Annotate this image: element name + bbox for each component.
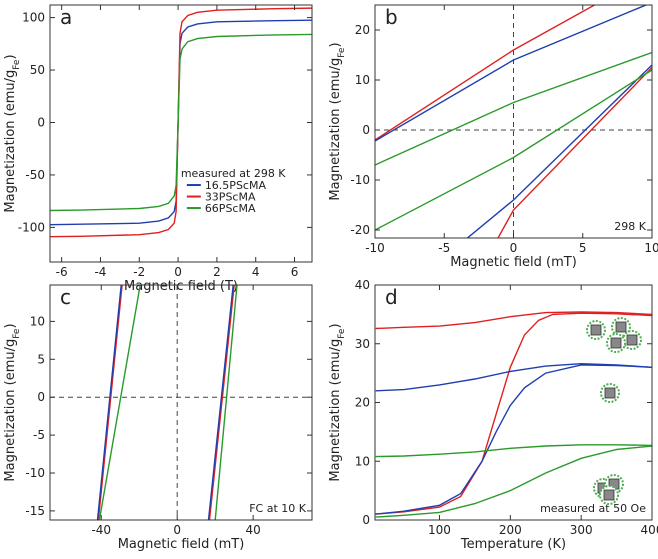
y-tick-label: 30 (355, 337, 370, 351)
data-line (375, 362, 652, 392)
y-tick-label: 40 (355, 278, 370, 292)
annotation: measured at 50 Oe (540, 502, 646, 515)
y-tick-label: 10 (355, 73, 370, 87)
x-tick-label: 0 (174, 265, 182, 279)
x-tick-label: 2 (213, 265, 221, 279)
x-axis-label: Temperature (K) (460, 537, 566, 552)
y-tick-label: 20 (355, 23, 370, 37)
data-line (375, 312, 652, 515)
data-line (208, 285, 235, 520)
x-axis-label: Magnetic field (mT) (450, 255, 577, 270)
x-axis-label: Magnetic field (T) (124, 279, 238, 294)
data-line (97, 285, 123, 520)
y-axis-label: Magnetization (emu/gFe) (3, 323, 22, 481)
y-tick-label: 10 (30, 314, 45, 328)
x-tick-label: 40 (246, 523, 261, 537)
data-line (375, 69, 652, 231)
data-line (50, 33, 312, 212)
plot-frame (49, 4, 313, 263)
y-axis-label-part: ) (3, 54, 18, 59)
y-axis-label: Magnetization (emu/gFe) (328, 323, 347, 481)
annotation: FC at 10 K (249, 502, 307, 515)
y-tick-label: 50 (30, 63, 45, 77)
data-line (497, 67, 652, 238)
panel-letter: d (385, 285, 398, 309)
annotation: measured at 298 K (181, 167, 286, 180)
y-axis-label-part: ) (3, 323, 18, 328)
x-axis-label: Magnetic field (mT) (118, 537, 245, 552)
x-tick-label: -6 (56, 265, 68, 279)
panel-letter: b (385, 5, 398, 29)
x-tick-label: -40 (91, 523, 111, 537)
x-tick-label: 10 (644, 241, 658, 255)
x-tick-label: 0 (510, 241, 518, 255)
plot-frame (49, 284, 313, 521)
data-line (375, 364, 652, 515)
y-axis-label: Magnetization (emu/gFe) (3, 54, 22, 212)
y-tick-label: -5 (33, 428, 45, 442)
y-axis-label-part: Fe (12, 59, 22, 70)
y-tick-label: 20 (355, 396, 370, 410)
y-axis-label-part: Fe (12, 328, 22, 339)
legend-label: 33PScMA (205, 191, 256, 204)
panel-letter: a (60, 5, 72, 29)
y-tick-label: 0 (37, 115, 45, 129)
y-axis-label: Magnetization (emu/gFe) (328, 42, 347, 200)
data-line (96, 285, 122, 520)
data-line (466, 64, 652, 238)
y-axis-label-part: Magnetization (emu/g (328, 339, 343, 482)
data-line (375, 51, 652, 166)
y-axis-label-part: ) (328, 323, 343, 328)
x-tick-label: 100 (428, 523, 451, 537)
data-line (375, 311, 652, 330)
y-axis-label-part: Magnetization (emu/g (3, 70, 18, 213)
data-line (375, 444, 652, 458)
y-tick-label: 5 (37, 352, 45, 366)
x-tick-label: -2 (133, 265, 145, 279)
data-line (214, 285, 238, 520)
y-axis-label-part: Fe (337, 328, 347, 339)
x-tick-label: 6 (291, 265, 299, 279)
x-tick-label: -5 (438, 241, 450, 255)
legend-label: 16.5PScMA (205, 179, 267, 192)
data-line (207, 285, 234, 520)
x-tick-label: -10 (365, 241, 385, 255)
particle-icons (586, 317, 642, 505)
legend-label: 66PScMA (205, 202, 256, 215)
annotation: 298 K (614, 220, 646, 233)
data-line (375, 5, 596, 141)
y-axis-label-part: ) (328, 42, 343, 47)
y-tick-label: -50 (25, 168, 45, 182)
y-axis-label-part: Magnetization (emu/g (3, 339, 18, 482)
y-tick-label: -10 (25, 466, 45, 480)
y-tick-label: -100 (18, 220, 45, 234)
x-tick-label: 4 (252, 265, 260, 279)
x-tick-label: 200 (499, 523, 522, 537)
x-tick-label: -4 (94, 265, 106, 279)
y-tick-label: 100 (22, 11, 45, 25)
y-tick-label: 10 (355, 454, 370, 468)
data-line (375, 5, 648, 142)
x-tick-label: 0 (173, 523, 181, 537)
y-tick-label: 0 (362, 513, 370, 527)
y-tick-label: -10 (350, 173, 370, 187)
y-tick-label: -20 (350, 223, 370, 237)
y-axis-label-part: Magnetization (emu/g (328, 58, 343, 201)
y-tick-label: -15 (25, 504, 45, 518)
y-axis-label-part: Fe (337, 47, 347, 58)
y-tick-label: 0 (362, 123, 370, 137)
data-line (375, 445, 652, 518)
data-line (98, 285, 141, 520)
panel-letter: c (60, 285, 71, 309)
y-tick-label: 0 (37, 390, 45, 404)
x-tick-label: 5 (579, 241, 587, 255)
x-tick-label: 300 (570, 523, 593, 537)
x-tick-label: 400 (641, 523, 658, 537)
